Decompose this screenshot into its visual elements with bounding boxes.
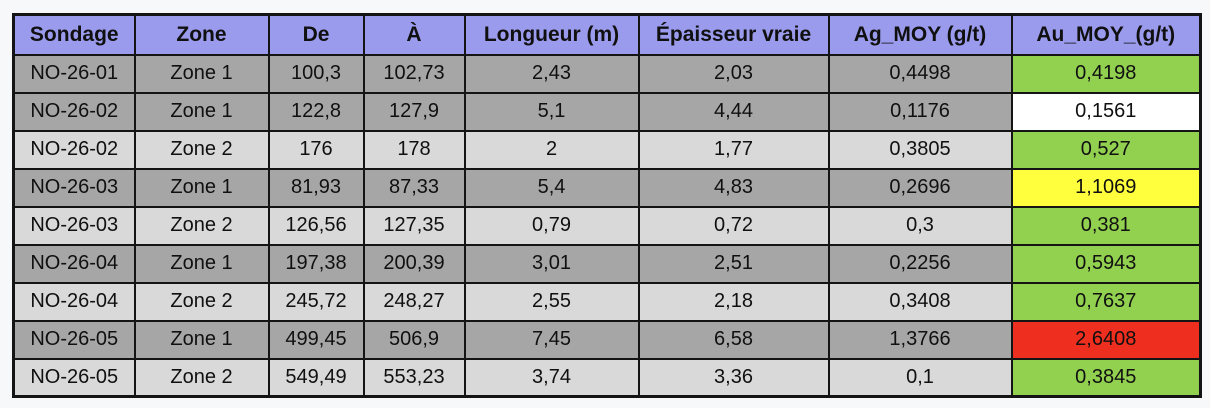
cell-au: 0,5943 [1010, 243, 1202, 284]
cell-sondage: NO-26-05 [12, 319, 136, 360]
cell-a: 178 [362, 129, 466, 170]
cell-epaisseur: 0,72 [637, 205, 830, 246]
cell-ag: 0,3408 [827, 281, 1013, 322]
cell-ag: 0,2696 [827, 167, 1013, 208]
cell-ag: 0,3805 [827, 129, 1013, 170]
col-header-longueur: Longueur (m) [463, 13, 640, 56]
cell-de: 499,45 [267, 319, 365, 360]
cell-zone: Zone 1 [133, 319, 270, 360]
cell-longueur: 3,01 [463, 243, 640, 284]
cell-de: 245,72 [267, 281, 365, 322]
cell-a: 200,39 [362, 243, 466, 284]
cell-de: 81,93 [267, 167, 365, 208]
cell-ag: 0,1176 [827, 91, 1013, 132]
cell-de: 100,3 [267, 53, 365, 94]
cell-longueur: 2 [463, 129, 640, 170]
cell-sondage: NO-26-02 [12, 129, 136, 170]
table-row: NO-26-04 Zone 2 245,72 248,27 2,55 2,18 … [12, 281, 1202, 322]
col-header-sondage: Sondage [12, 13, 136, 56]
cell-a: 102,73 [362, 53, 466, 94]
cell-ag: 0,2256 [827, 243, 1013, 284]
table-row: NO-26-04 Zone 1 197,38 200,39 3,01 2,51 … [12, 243, 1202, 284]
cell-de: 126,56 [267, 205, 365, 246]
col-header-au: Au_MOY_(g/t) [1010, 13, 1202, 56]
cell-au: 2,6408 [1010, 319, 1202, 360]
col-header-ag: Ag_MOY (g/t) [827, 13, 1013, 56]
cell-sondage: NO-26-04 [12, 281, 136, 322]
cell-longueur: 2,43 [463, 53, 640, 94]
cell-longueur: 0,79 [463, 205, 640, 246]
cell-sondage: NO-26-03 [12, 205, 136, 246]
cell-ag: 0,3 [827, 205, 1013, 246]
cell-de: 176 [267, 129, 365, 170]
cell-zone: Zone 2 [133, 205, 270, 246]
cell-au: 0,381 [1010, 205, 1202, 246]
cell-sondage: NO-26-03 [12, 167, 136, 208]
cell-de: 549,49 [267, 357, 365, 398]
cell-zone: Zone 2 [133, 129, 270, 170]
cell-au: 0,7637 [1010, 281, 1202, 322]
table-row: NO-26-03 Zone 2 126,56 127,35 0,79 0,72 … [12, 205, 1202, 246]
cell-longueur: 5,1 [463, 91, 640, 132]
cell-epaisseur: 4,44 [637, 91, 830, 132]
grade-table-container: Sondage Zone De À Longueur (m) Épaisseur… [12, 13, 1202, 398]
cell-au: 0,4198 [1010, 53, 1202, 94]
col-header-zone: Zone [133, 13, 270, 56]
cell-sondage: NO-26-02 [12, 91, 136, 132]
cell-au: 0,527 [1010, 129, 1202, 170]
header-row: Sondage Zone De À Longueur (m) Épaisseur… [12, 13, 1202, 56]
cell-zone: Zone 2 [133, 281, 270, 322]
cell-longueur: 2,55 [463, 281, 640, 322]
cell-epaisseur: 6,58 [637, 319, 830, 360]
cell-longueur: 3,74 [463, 357, 640, 398]
cell-zone: Zone 1 [133, 91, 270, 132]
cell-sondage: NO-26-04 [12, 243, 136, 284]
cell-sondage: NO-26-01 [12, 53, 136, 94]
cell-zone: Zone 1 [133, 53, 270, 94]
cell-zone: Zone 1 [133, 167, 270, 208]
cell-epaisseur: 3,36 [637, 357, 830, 398]
cell-a: 248,27 [362, 281, 466, 322]
cell-epaisseur: 2,51 [637, 243, 830, 284]
col-header-epaisseur: Épaisseur vraie [637, 13, 830, 56]
table-row: NO-26-02 Zone 2 176 178 2 1,77 0,3805 0,… [12, 129, 1202, 170]
cell-de: 197,38 [267, 243, 365, 284]
cell-a: 506,9 [362, 319, 466, 360]
table-row: NO-26-05 Zone 2 549,49 553,23 3,74 3,36 … [12, 357, 1202, 398]
cell-au: 0,3845 [1010, 357, 1202, 398]
table-row: NO-26-01 Zone 1 100,3 102,73 2,43 2,03 0… [12, 53, 1202, 94]
table-row: NO-26-03 Zone 1 81,93 87,33 5,4 4,83 0,2… [12, 167, 1202, 208]
col-header-de: De [267, 13, 365, 56]
cell-ag: 0,4498 [827, 53, 1013, 94]
table-row: NO-26-02 Zone 1 122,8 127,9 5,1 4,44 0,1… [12, 91, 1202, 132]
col-header-a: À [362, 13, 466, 56]
cell-epaisseur: 2,18 [637, 281, 830, 322]
cell-zone: Zone 1 [133, 243, 270, 284]
cell-a: 553,23 [362, 357, 466, 398]
cell-longueur: 5,4 [463, 167, 640, 208]
cell-a: 127,9 [362, 91, 466, 132]
cell-a: 87,33 [362, 167, 466, 208]
cell-au: 1,1069 [1010, 167, 1202, 208]
cell-ag: 1,3766 [827, 319, 1013, 360]
cell-sondage: NO-26-05 [12, 357, 136, 398]
cell-longueur: 7,45 [463, 319, 640, 360]
cell-epaisseur: 2,03 [637, 53, 830, 94]
drillhole-results-table: Sondage Zone De À Longueur (m) Épaisseur… [12, 13, 1202, 398]
table-row: NO-26-05 Zone 1 499,45 506,9 7,45 6,58 1… [12, 319, 1202, 360]
cell-ag: 0,1 [827, 357, 1013, 398]
cell-au: 0,1561 [1010, 91, 1202, 132]
cell-a: 127,35 [362, 205, 466, 246]
cell-epaisseur: 4,83 [637, 167, 830, 208]
cell-epaisseur: 1,77 [637, 129, 830, 170]
cell-zone: Zone 2 [133, 357, 270, 398]
cell-de: 122,8 [267, 91, 365, 132]
